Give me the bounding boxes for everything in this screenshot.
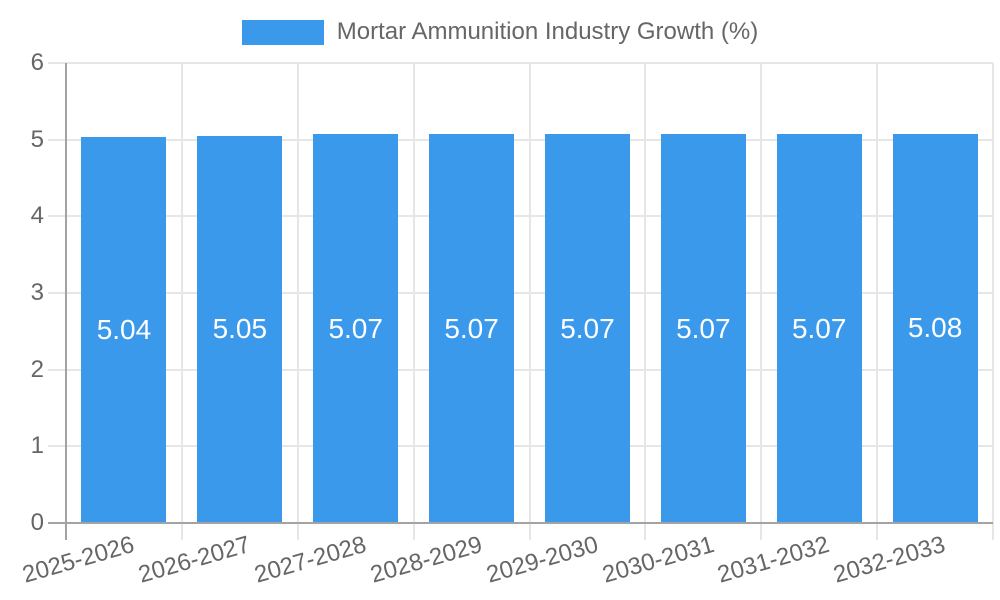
y-tick-label: 6 — [30, 49, 44, 76]
bar[interactable]: 5.04 — [81, 136, 167, 523]
bar-value-label: 5.07 — [328, 312, 383, 344]
x-tick-label: 2031-2032 — [714, 531, 833, 589]
bar[interactable]: 5.07 — [544, 134, 630, 523]
y-tick-label: 0 — [30, 509, 44, 536]
bar-value-label: 5.07 — [791, 312, 847, 344]
bar[interactable]: 5.07 — [660, 134, 746, 523]
bar-value-label: 5.07 — [444, 312, 499, 344]
grid-line-vertical — [992, 63, 994, 540]
x-tick-label: 2026-2027 — [135, 531, 254, 589]
y-tick-label: 3 — [30, 279, 44, 306]
y-tick-label: 4 — [30, 202, 44, 230]
bar-value-label: 5.05 — [212, 313, 268, 345]
y-tick-label: 5 — [30, 125, 44, 153]
bar[interactable]: 5.07 — [313, 134, 399, 523]
grid-line-horizontal — [48, 368, 993, 371]
x-tick-label: 2028-2029 — [367, 531, 486, 589]
y-axis-line — [65, 63, 67, 540]
bar[interactable]: 5.07 — [429, 134, 515, 523]
grid-line-vertical — [180, 63, 183, 540]
grid-line-vertical — [528, 63, 531, 540]
grid-line-vertical — [412, 63, 415, 540]
x-tick-label: 2030-2031 — [598, 531, 717, 589]
grid-line-horizontal — [48, 445, 993, 448]
grid-line-vertical — [876, 63, 879, 540]
bar-value-label: 5.07 — [676, 312, 731, 344]
chart-legend[interactable]: Mortar Ammunition Industry Growth (%) — [0, 18, 1000, 46]
grid-line-vertical — [644, 63, 647, 540]
grid-line-horizontal — [48, 138, 993, 141]
legend-label: Mortar Ammunition Industry Growth (%) — [336, 18, 759, 45]
y-tick-label: 1 — [30, 432, 44, 460]
grid-line-horizontal — [48, 215, 993, 218]
bar-value-label: 5.07 — [560, 312, 615, 344]
grid-line-vertical — [296, 63, 299, 540]
x-tick-label: 2032-2033 — [830, 531, 949, 589]
x-axis-line — [48, 522, 993, 524]
x-tick-label: 2029-2030 — [483, 531, 601, 589]
legend-swatch-icon — [241, 19, 324, 45]
x-tick-label: 2027-2028 — [251, 531, 370, 589]
y-tick-label: 2 — [30, 355, 44, 383]
bar[interactable]: 5.05 — [197, 135, 283, 523]
grid-line-vertical — [760, 63, 763, 540]
bar[interactable]: 5.07 — [776, 134, 862, 523]
bar[interactable]: 5.08 — [892, 133, 978, 523]
grid-line-horizontal — [48, 292, 993, 294]
bar-value-label: 5.04 — [96, 313, 152, 345]
bar-value-label: 5.08 — [907, 312, 963, 344]
x-tick-label: 2025-2026 — [19, 531, 138, 589]
grid-line-horizontal — [48, 62, 993, 64]
